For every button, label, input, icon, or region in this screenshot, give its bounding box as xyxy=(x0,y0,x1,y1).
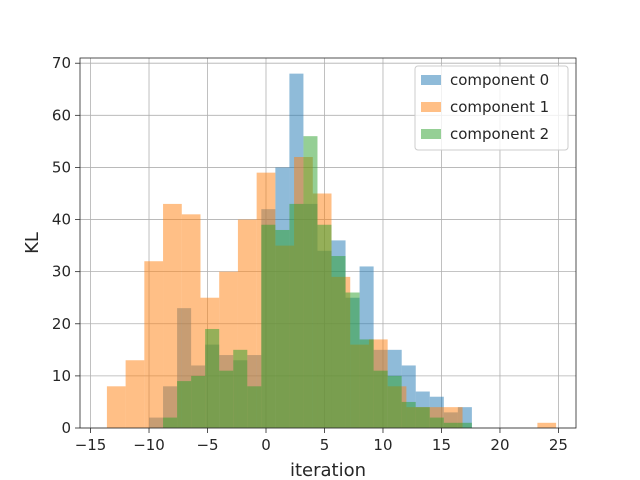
histogram-bars xyxy=(106,73,557,429)
plot-frame xyxy=(79,57,577,429)
histogram-bar xyxy=(219,370,234,428)
histogram-bar xyxy=(401,401,416,428)
histogram-bar xyxy=(181,214,201,428)
x-tick-label: −5 xyxy=(196,436,218,454)
histogram-bar xyxy=(106,386,126,428)
legend-swatch xyxy=(421,102,441,112)
histogram-bar xyxy=(125,360,145,428)
x-tick-label: 0 xyxy=(261,436,271,454)
histogram-bar xyxy=(359,339,374,428)
histogram-bar xyxy=(205,328,220,428)
histogram-bar xyxy=(233,349,248,428)
histogram-bar xyxy=(331,256,346,428)
histogram-bar xyxy=(457,422,472,428)
y-tick-label: 0 xyxy=(61,419,71,437)
histogram-bar xyxy=(247,386,262,428)
x-tick-label: 15 xyxy=(432,436,451,454)
legend-label: component 1 xyxy=(450,98,549,116)
y-axis-label: KL xyxy=(22,232,43,254)
y-tick-label: 40 xyxy=(52,211,71,229)
histogram-bar xyxy=(191,375,206,428)
x-tick-label: 10 xyxy=(373,436,392,454)
x-axis-label: iteration xyxy=(290,460,366,480)
y-tick-label: 60 xyxy=(52,106,71,124)
series-2-bars xyxy=(163,136,472,429)
y-tick-label: 20 xyxy=(52,315,71,333)
y-tick-label: 30 xyxy=(52,263,71,281)
legend-label: component 2 xyxy=(450,125,549,143)
histogram-bar xyxy=(387,375,402,428)
histogram-bar xyxy=(289,203,304,428)
legend-box xyxy=(414,65,569,151)
legend-label: component 0 xyxy=(450,71,549,89)
histogram-bar xyxy=(537,422,557,428)
legend-swatch xyxy=(421,75,441,85)
histogram-bar xyxy=(144,261,164,428)
legend: component 0 component 1 component 2 xyxy=(414,65,569,151)
x-tick-label: −10 xyxy=(133,436,165,454)
histogram-bar xyxy=(163,417,178,428)
x-tick-label: 20 xyxy=(490,436,509,454)
histogram-bar xyxy=(177,381,192,428)
y-tick-label: 70 xyxy=(52,54,71,72)
histogram-bar xyxy=(345,292,360,428)
x-axis-ticks: −15 −10 −5 0 5 10 15 20 25 xyxy=(75,428,568,454)
x-tick-label: 25 xyxy=(549,436,568,454)
histogram-bar xyxy=(261,224,276,428)
x-tick-label: 5 xyxy=(320,436,330,454)
histogram-bar xyxy=(443,422,458,428)
histogram-bar xyxy=(415,407,430,428)
y-axis-ticks: 0 10 20 30 40 50 60 70 xyxy=(52,54,80,437)
histogram-bar xyxy=(317,224,332,428)
legend-swatch xyxy=(421,129,441,139)
histogram-bar xyxy=(303,136,318,429)
histogram-bar xyxy=(373,370,388,428)
x-tick-label: −15 xyxy=(75,436,107,454)
histogram-bar xyxy=(275,229,290,428)
y-tick-label: 50 xyxy=(52,158,71,176)
y-tick-label: 10 xyxy=(52,367,71,385)
histogram-bar xyxy=(429,417,444,428)
histogram-bar xyxy=(163,203,182,428)
